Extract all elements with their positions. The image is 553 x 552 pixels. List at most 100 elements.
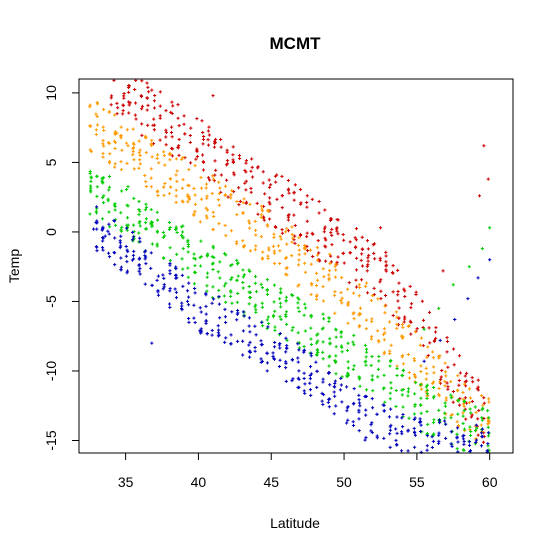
data-point <box>155 278 159 282</box>
data-point <box>126 185 130 189</box>
data-point <box>419 369 423 374</box>
data-point <box>487 420 491 424</box>
data-point <box>431 356 436 360</box>
data-point <box>125 128 129 132</box>
data-point <box>150 88 154 92</box>
data-point <box>174 200 178 204</box>
data-point <box>100 246 105 250</box>
data-point <box>335 217 339 222</box>
data-point <box>352 387 356 391</box>
data-point <box>115 131 119 135</box>
data-point <box>253 219 257 223</box>
data-point <box>451 283 455 287</box>
data-point <box>201 168 206 172</box>
data-point <box>186 303 191 307</box>
data-point <box>389 381 393 385</box>
data-point <box>363 343 367 347</box>
data-point <box>207 125 211 129</box>
data-point <box>486 409 490 413</box>
data-point <box>370 430 374 435</box>
data-point <box>278 261 282 266</box>
data-point <box>437 354 441 358</box>
data-point <box>138 267 142 271</box>
data-point <box>175 276 179 280</box>
data-point <box>212 145 217 149</box>
data-point <box>315 369 319 373</box>
data-point <box>235 213 239 217</box>
data-point <box>445 350 449 354</box>
data-point <box>150 283 154 287</box>
data-point <box>311 232 315 236</box>
data-point <box>407 416 411 420</box>
data-point <box>167 191 172 196</box>
data-point <box>358 306 363 310</box>
data-point <box>124 244 128 249</box>
data-point <box>107 141 111 146</box>
data-point <box>352 343 356 347</box>
data-point <box>456 412 460 416</box>
data-point <box>382 436 386 440</box>
data-point <box>95 185 99 189</box>
data-point <box>131 150 135 154</box>
data-point <box>284 230 288 234</box>
data-point <box>247 355 252 359</box>
data-point <box>458 371 462 375</box>
data-point <box>272 235 276 240</box>
data-point <box>174 188 178 192</box>
data-point <box>449 380 453 384</box>
data-point <box>372 251 376 255</box>
data-point <box>389 343 393 347</box>
data-point <box>211 210 215 214</box>
data-point <box>214 168 218 172</box>
data-point <box>248 202 252 207</box>
data-point <box>292 213 296 217</box>
data-point <box>241 310 245 314</box>
data-point <box>387 415 392 419</box>
data-point <box>278 331 282 336</box>
data-point <box>152 99 157 103</box>
data-point <box>176 103 180 107</box>
data-point <box>115 112 119 116</box>
data-point <box>384 254 388 258</box>
data-point <box>155 230 160 234</box>
data-point <box>327 276 331 280</box>
data-point <box>182 122 186 126</box>
data-point <box>162 150 166 154</box>
data-point <box>247 226 252 230</box>
data-point <box>231 145 235 149</box>
data-point <box>357 398 361 402</box>
data-point <box>427 310 432 314</box>
data-point <box>201 160 205 164</box>
data-point <box>95 174 99 178</box>
data-point <box>352 317 356 321</box>
data-point <box>292 198 296 202</box>
data-point <box>424 385 428 389</box>
data-point <box>329 231 333 235</box>
data-point <box>175 230 179 235</box>
data-point <box>358 384 362 388</box>
data-point <box>444 422 448 426</box>
data-point <box>169 130 174 135</box>
data-point <box>278 234 282 239</box>
data-point <box>336 232 340 236</box>
data-point <box>330 227 334 231</box>
data-point <box>125 228 129 232</box>
data-point <box>305 244 309 249</box>
data-point <box>250 157 254 161</box>
data-point <box>131 147 135 151</box>
data-point <box>308 365 313 369</box>
data-point <box>238 156 242 161</box>
data-point <box>229 229 234 233</box>
data-point <box>271 351 275 355</box>
data-point <box>467 401 472 405</box>
data-point <box>204 304 208 308</box>
data-point <box>284 322 289 326</box>
data-point <box>230 301 234 305</box>
data-point <box>247 290 251 294</box>
data-point <box>487 416 491 420</box>
data-point <box>413 330 418 334</box>
data-point <box>422 327 426 331</box>
data-point <box>333 381 337 386</box>
data-point <box>352 401 356 405</box>
data-point <box>445 336 449 340</box>
